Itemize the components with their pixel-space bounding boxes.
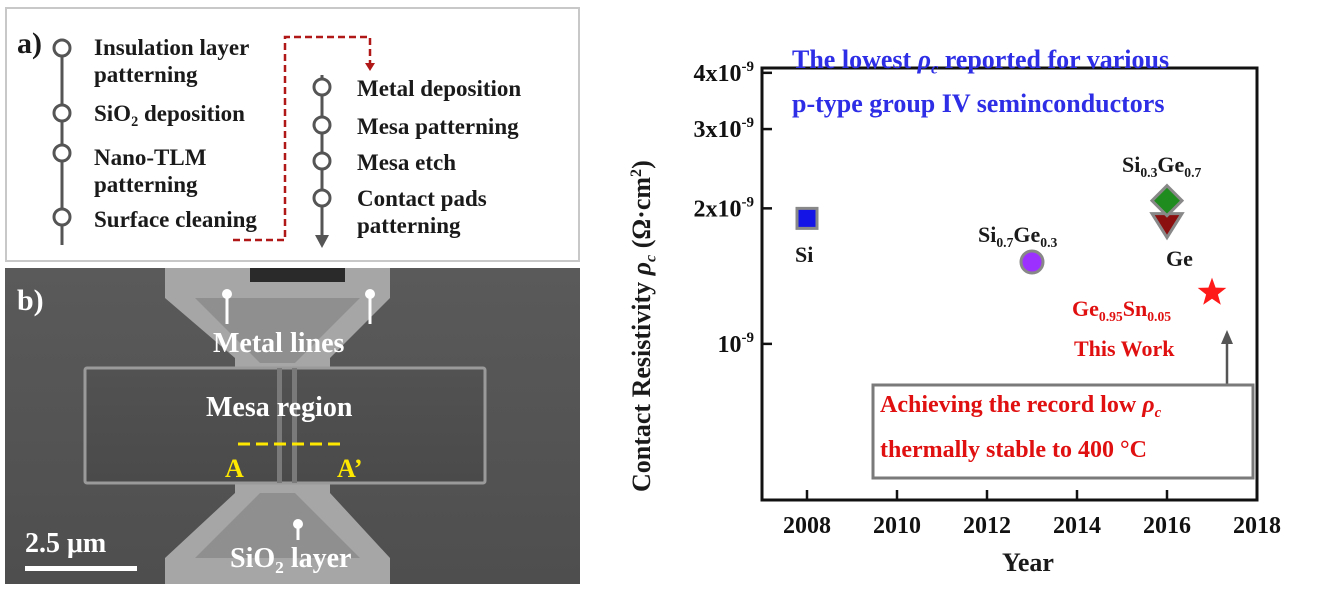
left-flow-node [52, 143, 72, 163]
y-tick-label: 2x10-9 [694, 194, 755, 222]
point-label-gesn: Ge0.95Sn0.05 [1072, 296, 1172, 324]
sem-image [5, 268, 580, 584]
step-mesa-patterning: Mesa patterning [357, 114, 519, 139]
y-tick-label: 4x10-9 [694, 59, 755, 87]
right-flow-node [312, 188, 332, 208]
step-sio2-deposition: SiO2 deposition [94, 101, 245, 130]
data-point-ge [1149, 212, 1185, 241]
right-flow-node [312, 77, 332, 97]
annotation-line-1: Achieving the record low ρc [880, 392, 1162, 422]
sio2-pin [293, 519, 303, 529]
x-tick-label: 2012 [963, 513, 1011, 539]
mesa-region [83, 366, 487, 485]
step-mesa-etch: Mesa etch [357, 150, 456, 175]
scale-bar-label: 2.5 μm [25, 528, 107, 559]
connector-arrowhead [365, 63, 375, 71]
flow-end-arrowhead [315, 235, 329, 248]
point-label-si: Si [795, 242, 814, 267]
x-tick-label: 2008 [783, 513, 831, 539]
left-flow-node [52, 38, 72, 58]
scale-bar [25, 566, 137, 571]
metal-lines-label: Metal lines [213, 328, 345, 359]
y-axis-label: Contact Resistivity ρc (Ω·cm2) [627, 160, 660, 492]
plot-frame [760, 66, 1259, 502]
step-surface-cleaning: Surface cleaning [94, 207, 257, 232]
marker-a-label: A [225, 454, 244, 483]
point-label-si03ge07: Si0.3Ge0.7 [1122, 152, 1202, 180]
data-point-si03ge07 [1149, 183, 1185, 218]
this-work-label: This Work [1074, 336, 1175, 361]
left-flow-node [52, 103, 72, 123]
sio2-layer-label: SiO2 layer [230, 543, 352, 578]
marker-a-prime-label: A’ [337, 454, 363, 483]
step-contact-pads-patterning: Contact pads patterning [357, 186, 487, 238]
x-tick-label: 2014 [1053, 513, 1101, 539]
step-nano-tlm-patterning: Nano-TLM patterning [94, 145, 207, 197]
x-tick-label: 2018 [1233, 513, 1281, 539]
step-insulation-layer-patterning: Insulation layer patterning [94, 35, 249, 87]
data-point-ge095sn005 [1197, 277, 1227, 305]
right-flow-node [312, 115, 332, 135]
panel-a-label: a) [17, 27, 42, 60]
flow-connector-dashed [233, 35, 372, 242]
chart-title: The lowest ρc reported for various p-type… [792, 45, 1170, 118]
panel-b-label: b) [17, 284, 44, 317]
metal-line-pin-right [365, 289, 375, 299]
annotation-line-2: thermally stable to 400 °C [880, 437, 1147, 463]
data-point-si07ge03 [1019, 249, 1045, 275]
x-axis-label: Year [1002, 548, 1054, 577]
metal-line-pin-left [222, 289, 232, 299]
x-tick-label: 2010 [873, 513, 921, 539]
sem-image-panel: b) Metal lines Mesa region A A’ 2.5 μm S… [5, 268, 580, 584]
step-metal-deposition: Metal deposition [357, 76, 522, 101]
process-flow-panel: a) Insulation layer patterning SiO2 depo… [5, 7, 580, 262]
y-tick-label: 3x10-9 [694, 115, 755, 143]
axis-ticks: 2008 2010 2012 2014 2016 2018 10-9 2x10-9 3x10-9… [694, 59, 1282, 539]
y-tick-label: 10-9 [718, 330, 755, 358]
data-point-si [795, 206, 819, 230]
annotation-arrowhead [1221, 330, 1233, 344]
process-flow-graphic [52, 35, 375, 248]
right-flow-node [312, 151, 332, 171]
left-flow-node [52, 207, 72, 227]
x-tick-label: 2016 [1143, 513, 1191, 539]
mesa-region-label: Mesa region [206, 392, 353, 423]
point-label-ge: Ge [1166, 246, 1193, 271]
point-label-si07ge03: Si0.7Ge0.3 [978, 222, 1058, 250]
